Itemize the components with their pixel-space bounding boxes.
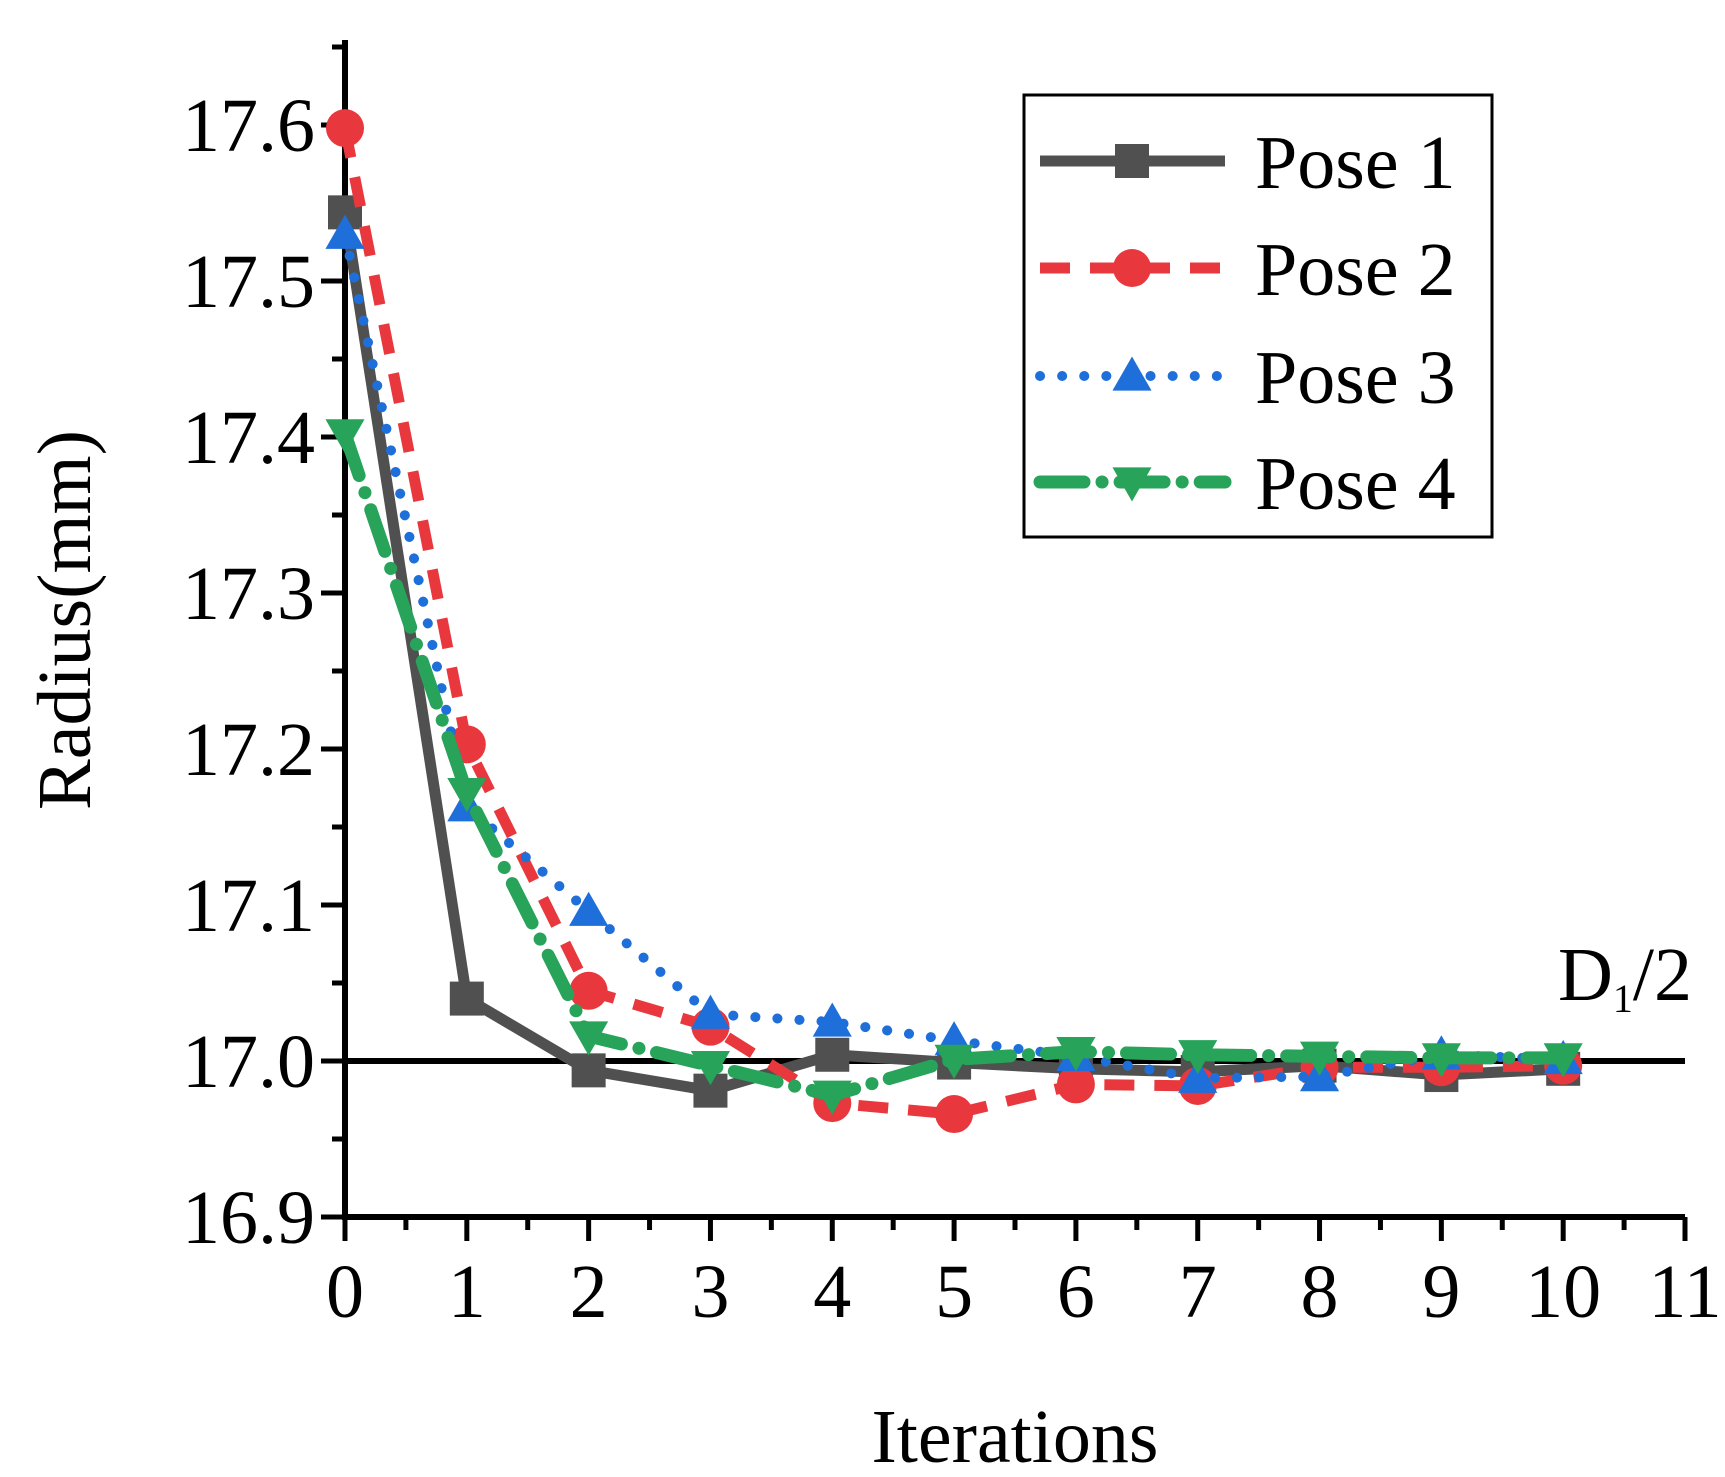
y-tick-label: 17.4 xyxy=(182,396,315,480)
legend-label: Pose 2 xyxy=(1255,228,1456,312)
legend-swatch-marker xyxy=(1113,249,1151,287)
data-point xyxy=(1056,1036,1096,1072)
legend-box xyxy=(1022,93,1494,539)
data-point xyxy=(449,981,484,1016)
legend: Pose 1 Pose 2 Pose 3 Pose 4 xyxy=(1022,93,1494,539)
data-point xyxy=(569,971,608,1010)
data-point xyxy=(812,1080,852,1115)
data-point xyxy=(1178,1040,1218,1075)
x-axis-label: Iterations xyxy=(871,1395,1158,1477)
data-point xyxy=(690,994,731,1029)
data-point xyxy=(447,778,487,813)
legend-label: Pose 4 xyxy=(1255,442,1456,526)
legend-swatch-marker xyxy=(1112,467,1152,502)
data-point xyxy=(569,891,609,926)
data-point xyxy=(326,109,364,148)
data-point xyxy=(1056,1065,1095,1104)
x-tick-label: 4 xyxy=(813,1250,851,1334)
data-point xyxy=(935,1095,974,1134)
y-axis-label: Radius(mm) xyxy=(23,430,107,810)
data-point xyxy=(690,1051,731,1086)
data-point xyxy=(815,1037,850,1072)
x-tick-label: 0 xyxy=(326,1250,364,1334)
legend-label: Pose 1 xyxy=(1255,121,1456,205)
x-tick-label: 2 xyxy=(570,1250,608,1334)
data-point xyxy=(1299,1041,1340,1076)
legend-label: Pose 3 xyxy=(1255,336,1456,420)
data-point xyxy=(325,419,365,454)
x-tick-label: 6 xyxy=(1057,1250,1095,1334)
reference-line-label: D1/2 xyxy=(1558,933,1692,1021)
y-tick-label: 17.0 xyxy=(182,1020,315,1104)
data-point xyxy=(934,1044,974,1079)
y-tick-label: 17.2 xyxy=(182,708,315,792)
axes: 0 1 2 3 4 5 6 7 8 9 10 11 16.9 17.0 17.1 17.2 17.3 17.4 17… xyxy=(182,40,1722,1334)
y-tick-label: 17.6 xyxy=(182,84,315,168)
data-point xyxy=(571,1053,606,1088)
y-tick-label: 17.5 xyxy=(182,240,315,324)
x-tick-label: 1 xyxy=(448,1250,486,1334)
series-group xyxy=(325,109,1583,1134)
x-tick-label: 5 xyxy=(935,1250,973,1334)
data-point xyxy=(1543,1043,1583,1078)
x-tick-label: 7 xyxy=(1179,1250,1217,1334)
y-tick-label: 16.9 xyxy=(182,1176,315,1260)
data-point xyxy=(325,214,365,249)
x-tick-label: 8 xyxy=(1301,1250,1339,1334)
x-tick-label: 3 xyxy=(691,1250,729,1334)
x-tick-label: 9 xyxy=(1422,1250,1460,1334)
data-point xyxy=(812,1002,852,1037)
data-point xyxy=(1178,1058,1218,1093)
series-line xyxy=(339,127,1564,1120)
y-tick-label: 17.1 xyxy=(182,864,315,948)
x-tick-label: 11 xyxy=(1648,1250,1721,1334)
x-tick-label: 10 xyxy=(1525,1250,1601,1334)
series-4 xyxy=(325,419,1583,1115)
y-tick-label: 17.3 xyxy=(182,552,315,636)
data-point xyxy=(569,1021,609,1056)
legend-swatch-marker xyxy=(1115,144,1149,178)
legend-swatch-marker xyxy=(1112,356,1152,391)
data-point xyxy=(1421,1043,1461,1078)
